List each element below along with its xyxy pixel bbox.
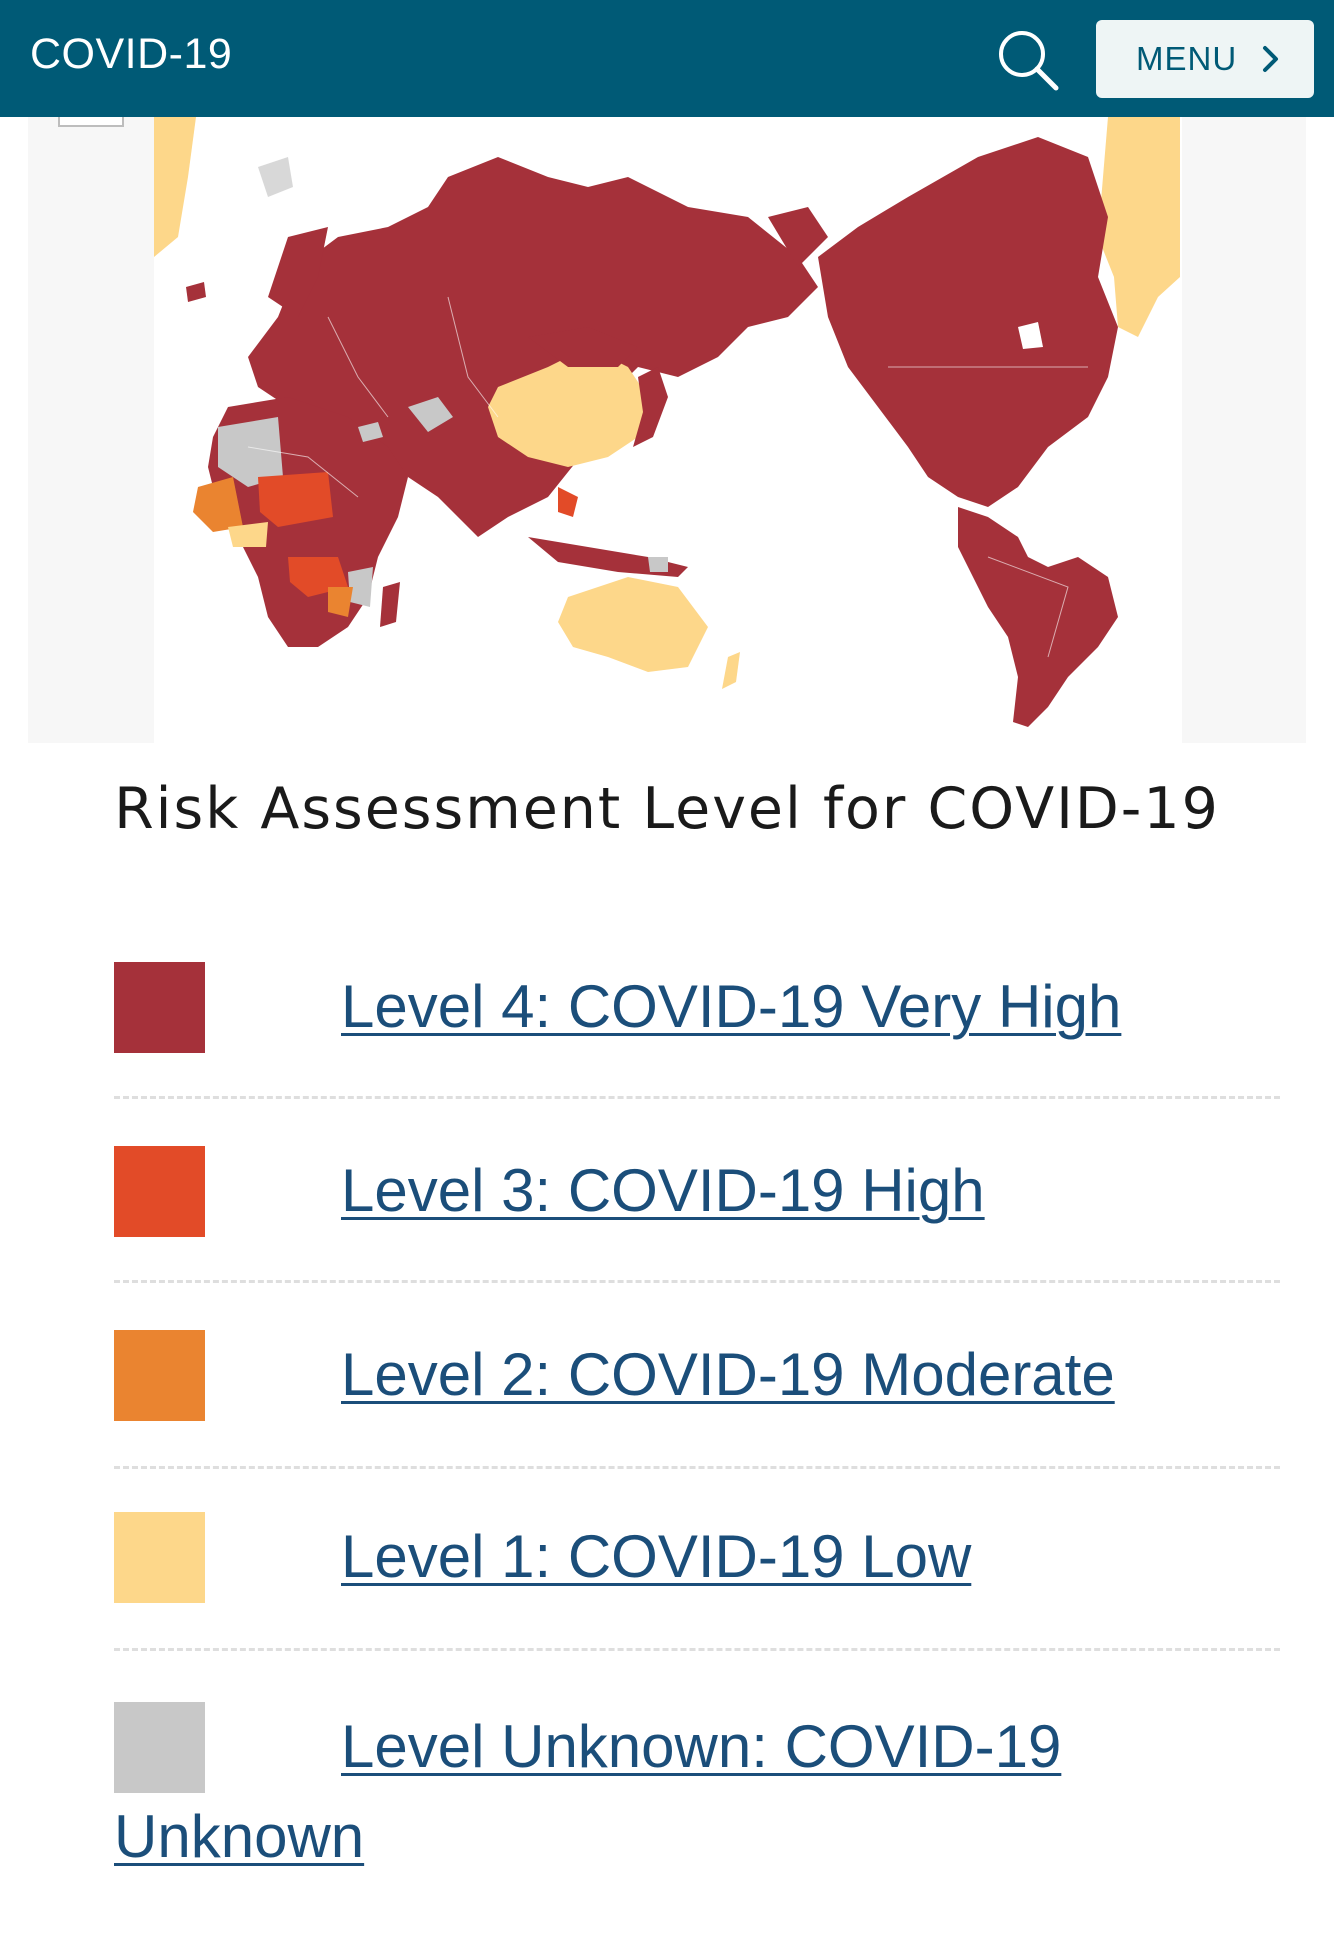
chevron-right-icon bbox=[1263, 46, 1278, 72]
level-4-swatch bbox=[114, 962, 205, 1053]
legend-divider bbox=[114, 1280, 1280, 1283]
site-title[interactable]: COVID-19 bbox=[30, 30, 233, 78]
legend-item-level-1: Level 1: COVID-19 Low bbox=[114, 1512, 1278, 1603]
legend-divider bbox=[114, 1096, 1280, 1099]
legend-divider bbox=[114, 1466, 1280, 1469]
level-2-link[interactable]: Level 2: COVID-19 Moderate bbox=[341, 1341, 1115, 1408]
menu-button[interactable]: MENU bbox=[1096, 20, 1314, 98]
search-icon bbox=[999, 31, 1059, 91]
menu-label: MENU bbox=[1136, 40, 1238, 77]
map-control-tab[interactable] bbox=[58, 117, 124, 127]
world-map-graphic bbox=[154, 117, 1182, 743]
search-button[interactable] bbox=[990, 22, 1066, 98]
level-3-link[interactable]: Level 3: COVID-19 High bbox=[341, 1157, 985, 1224]
top-bar: COVID-19 MENU bbox=[0, 0, 1334, 117]
level-unknown-swatch bbox=[114, 1702, 205, 1793]
legend-title: Risk Assessment Level for COVID-19 bbox=[114, 776, 1220, 842]
legend-item-level-3: Level 3: COVID-19 High bbox=[114, 1146, 1278, 1237]
level-unknown-link-cont[interactable]: Unknown bbox=[114, 1803, 365, 1870]
level-1-link[interactable]: Level 1: COVID-19 Low bbox=[341, 1523, 972, 1590]
legend-divider bbox=[114, 1648, 1280, 1651]
level-1-swatch bbox=[114, 1512, 205, 1603]
level-2-swatch bbox=[114, 1330, 205, 1421]
level-unknown-link[interactable]: Level Unknown: COVID-19 bbox=[341, 1713, 1062, 1780]
risk-map[interactable] bbox=[28, 117, 1306, 743]
legend-item-level-4: Level 4: COVID-19 Very High bbox=[114, 962, 1278, 1053]
level-4-link[interactable]: Level 4: COVID-19 Very High bbox=[341, 973, 1122, 1040]
legend-item-level-2: Level 2: COVID-19 Moderate bbox=[114, 1330, 1278, 1421]
level-3-swatch bbox=[114, 1146, 205, 1237]
legend-item-level-unknown: Level Unknown: COVID-19 Unknown bbox=[114, 1702, 1278, 1882]
